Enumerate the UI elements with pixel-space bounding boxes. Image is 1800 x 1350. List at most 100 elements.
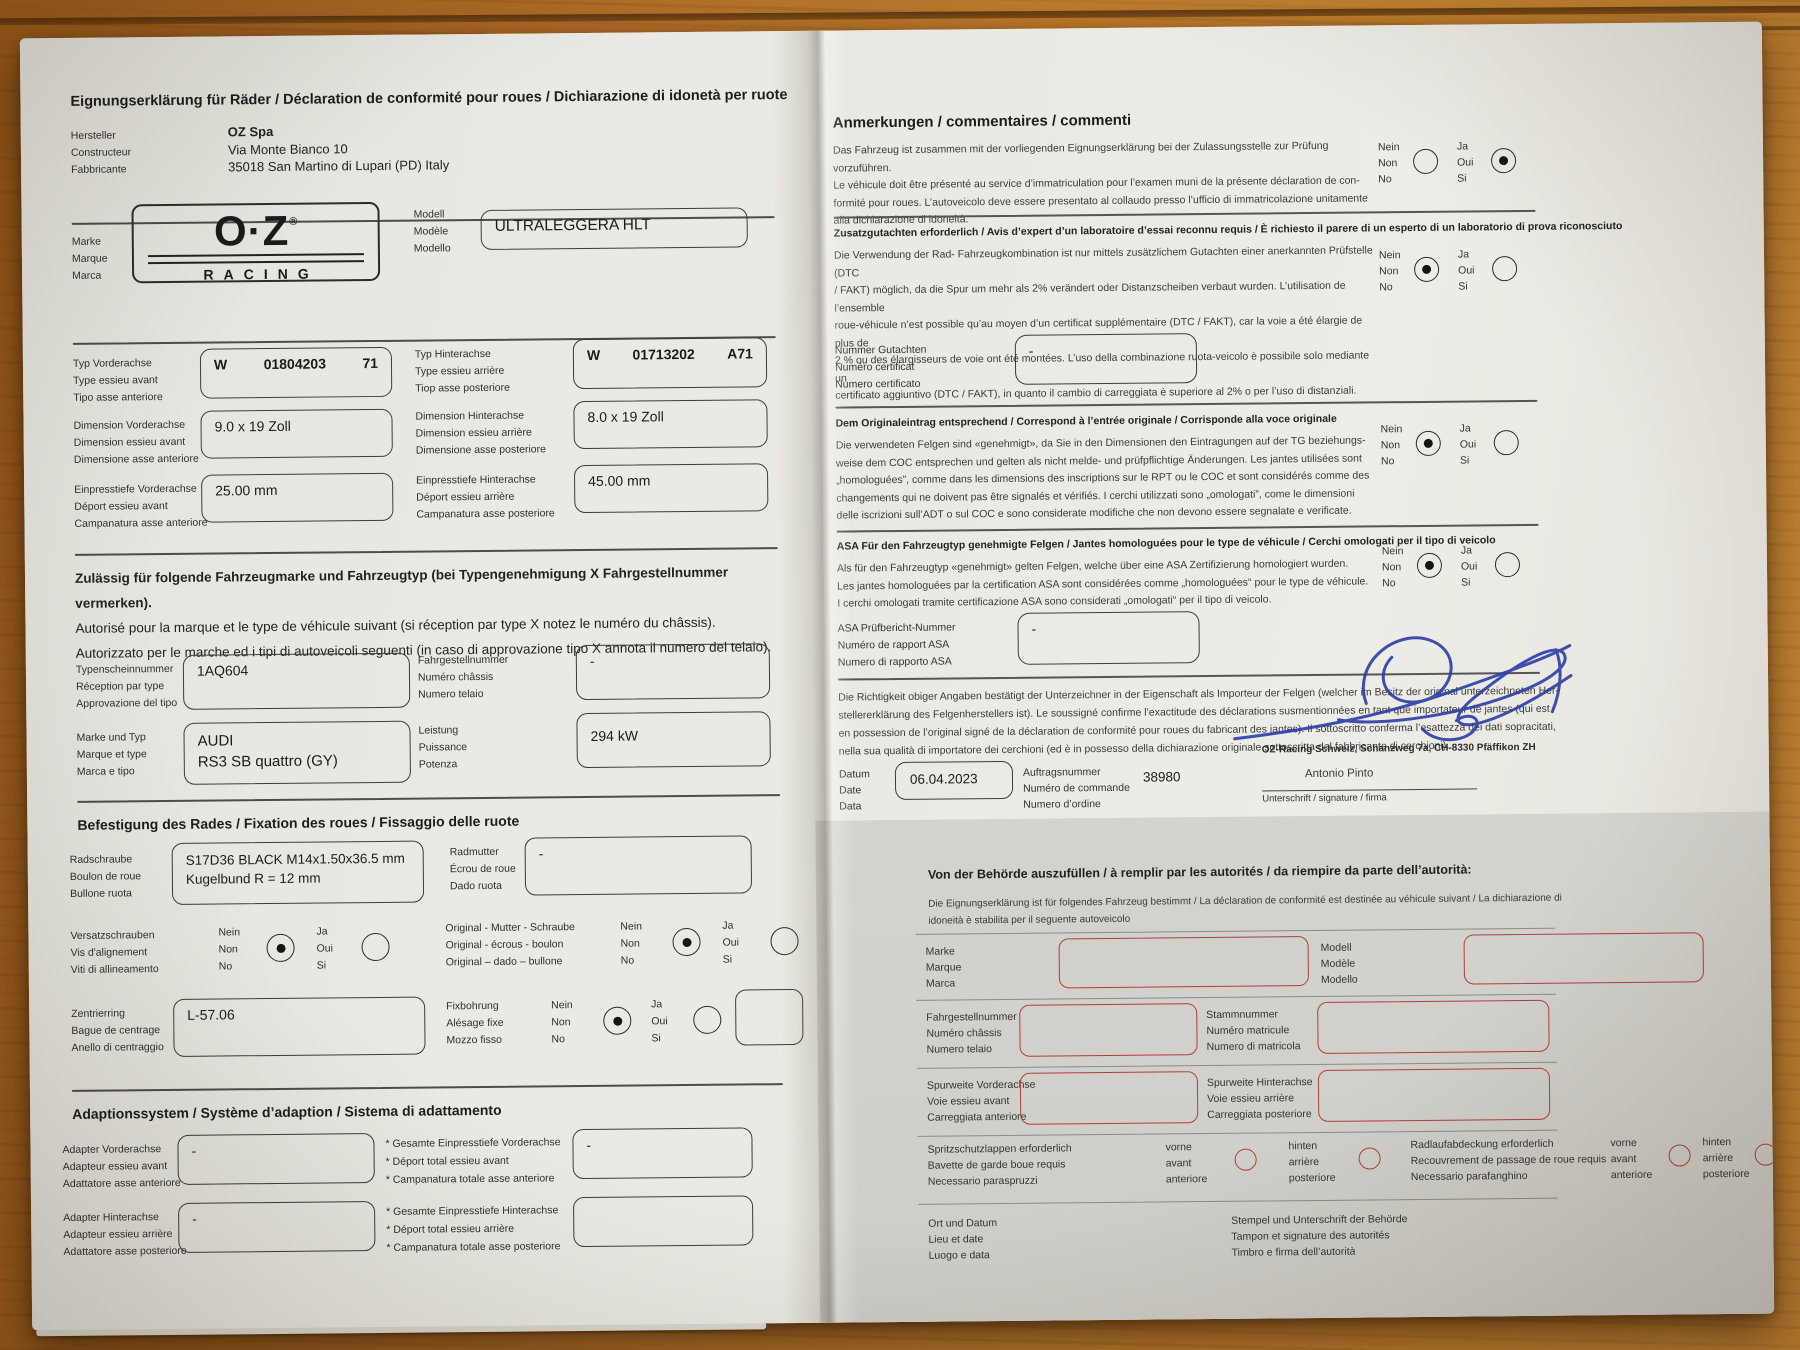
q1-no-radio [1412, 148, 1439, 175]
authority-wheelcover-rear-radio [1754, 1143, 1775, 1166]
signature-caption: Unterschrift / signature / firma [1262, 788, 1478, 805]
wheel-nut-labels: Radmutter Écrou de roue Dado ruota [449, 845, 516, 893]
q3-no-radio [1415, 430, 1441, 457]
model-value-box: ULTRALEGGERA HLT [480, 207, 748, 250]
date-box: 06.04.2023 [894, 760, 1014, 801]
typ-front-prefix: W [213, 356, 228, 373]
total-et-front-box: - [572, 1127, 753, 1180]
authority-stamm-box [1317, 999, 1550, 1054]
logo-rule [147, 253, 365, 265]
dim-rear-labels: Dimension Hinterachse Dimension essieu ar… [415, 409, 547, 457]
adapter-front-labels: Adapter Vorderachse Adapteur essieu avant… [62, 1143, 181, 1191]
page-title: Eignungserklärung für Räder / Déclaratio… [70, 87, 788, 110]
offset-screws-yes-labels: Ja Oui Si [316, 925, 333, 972]
dim-rear-box: 8.0 x 19 Zoll [573, 399, 768, 450]
original-nut-labels: Original - Mutter - Schraube Original - é… [445, 921, 576, 969]
manufacturer-labels: Hersteller Constructeur Fabbricante [70, 129, 132, 176]
logo-registered-icon: ® [289, 215, 298, 228]
q4-paragraph: Als für den Fahrzeugtyp «genehmigt» gelt… [836, 557, 1369, 610]
order-number-value: 38980 [1142, 769, 1181, 785]
wheel-nut-box: - [524, 835, 753, 896]
et-front-box: 25.00 mm [201, 472, 394, 523]
authority-make-labels: Marke Marque Marca [925, 945, 962, 990]
q2-number-box: - [1014, 333, 1198, 385]
divider [74, 547, 778, 556]
typ-front-box: W 01804203 71 [199, 346, 393, 399]
date-labels: Datum Date Data [838, 768, 870, 813]
page-right: Anmerkungen / commentaires / commenti Da… [799, 21, 1775, 1323]
q4-no-radio [1416, 552, 1443, 579]
fixed-bore-labels: Fixbohrung Alésage fixe Mozzo fisso [446, 999, 504, 1047]
authority-track-front-box [1019, 1071, 1199, 1125]
fixed-bore-extra-box [735, 988, 804, 1046]
vehicle-heading-de: Zulässig für folgende Fahrzeugmarke und … [74, 564, 729, 611]
q4-yes-labels: Ja Oui Si [1460, 544, 1478, 589]
authority-stamp-labels: Stempel und Unterschrift der Behörde Tamp… [1231, 1213, 1408, 1259]
authority-mudflap-rear-labels: hinten arrière posteriore [1288, 1139, 1336, 1185]
fixed-bore-yes-radio [693, 1005, 722, 1034]
et-rear-labels: Einpresstiefe Hinterachse Déport essieu a… [416, 473, 555, 521]
authority-track-rear-labels: Spurweite Hinterachse Voie essieu arrière… [1206, 1076, 1313, 1122]
divider [836, 523, 1539, 533]
signer-name: Antonio Pinto [1304, 767, 1374, 781]
offset-screws-labels: Versatzschrauben Vis d'alignement Viti di … [70, 929, 159, 976]
power-labels: Leistung Puissance Potenza [418, 724, 468, 771]
q1-yes-labels: Ja Oui Si [1456, 140, 1474, 185]
q1-yes-radio [1490, 148, 1517, 174]
chassis-box: - [575, 643, 771, 701]
oz-racing-logo: O·Z® RACING [131, 201, 381, 284]
authority-wheelcover-front-labels: vorne avant anteriore [1610, 1136, 1653, 1182]
q2-no-radio [1414, 256, 1440, 283]
fixed-bore-yes-labels: Ja Oui Si [651, 998, 668, 1045]
authority-wheelcover-labels: Radlaufabdeckung erforderlich Recouvremen… [1410, 1137, 1607, 1184]
typ-front-labels: Typ Vorderachse Type essieu avant Tipo ass… [72, 357, 163, 404]
manufacturer-address: Via Monte Bianco 10 35018 San Martino di … [227, 140, 450, 175]
q3-yes-labels: Ja Oui Si [1459, 422, 1477, 467]
typ-rear-number: 01713202 [632, 345, 695, 363]
q3-paragraph: Die verwendeten Felgen sind «genehmigt»,… [835, 434, 1370, 522]
typ-rear-labels: Typ Hinterachse Type essieu arrière Tiop a… [414, 347, 511, 395]
q3-yes-radio [1493, 430, 1519, 456]
authority-stamm-labels: Stammnummer Numéro matricule Numero di mat… [1206, 1008, 1301, 1054]
adaption-heading: Adaptionssystem / Système d’adaption / S… [72, 1101, 502, 1122]
authority-wheelcover-rear-labels: hinten arrière posteriore [1702, 1136, 1750, 1181]
q4-yes-radio [1494, 552, 1521, 578]
typ-front-number: 01804203 [263, 355, 327, 373]
original-nut-no-radio [672, 927, 701, 957]
q4-no-labels: Nein Non No [1381, 545, 1404, 590]
q3-heading: Dem Originaleintrag entsprechend / Corre… [835, 412, 1337, 430]
offset-screws-no-labels: Nein Non No [218, 926, 241, 973]
authority-chassis-labels: Fahrgestellnummer Numéro châssis Numero te… [926, 1010, 1017, 1056]
chassis-labels: Fahrgestellnummer Numéro châssis Numero te… [417, 653, 509, 701]
q3-no-labels: Nein Non No [1380, 423, 1403, 468]
fixed-bore-no-radio [603, 1006, 632, 1035]
asa-number-labels: ASA Prüfbericht-Nummer Numéro de rapport … [837, 621, 956, 669]
authority-chassis-box [1019, 1003, 1198, 1057]
wheel-bolt-labels: Radschraube Boulon de roue Bullone ruota [69, 853, 142, 900]
fixed-bore-no-labels: Nein Non No [551, 999, 573, 1046]
notes-heading: Anmerkungen / commentaires / commenti [832, 111, 1132, 132]
q2-yes-labels: Ja Oui Si [1457, 248, 1475, 293]
authority-make-box [1058, 936, 1309, 989]
total-et-rear-box [572, 1195, 754, 1248]
offset-screws-yes-radio [361, 932, 390, 962]
original-nut-yes-labels: Ja Oui Si [722, 919, 739, 966]
make-type-labels: Marke und Typ Marque et type Marca e tipo [76, 731, 147, 778]
original-nut-no-labels: Nein Non No [620, 920, 643, 967]
authority-wheelcover-front-radio [1668, 1144, 1691, 1167]
center-ring-labels: Zentrierring Bague de centrage Anello di c… [71, 1007, 164, 1054]
typ-rear-suffix: A71 [727, 345, 753, 362]
et-front-labels: Einpresstiefe Vorderachse Déport essieu a… [74, 482, 208, 530]
et-rear-box: 45.00 mm [573, 463, 769, 514]
manufacturer-value: OZ Spa Via Monte Bianco 10 35018 San Mart… [228, 121, 450, 176]
order-number-labels: Auftragsnummer Numéro de commande Numero d… [1022, 766, 1130, 811]
authority-model-labels: Modell Modèle Modello [1320, 941, 1358, 986]
power-box: 294 kW [576, 711, 771, 769]
wood-plank-groove [0, 5, 1800, 26]
brand-labels: Marke Marque Marca [71, 235, 108, 282]
typenschein-labels: Typenscheinnummer Réception par type Appro… [75, 662, 178, 710]
authority-mudflap-front-labels: vorne avant anteriore [1165, 1141, 1208, 1186]
page-left: Eignungserklärung für Räder / Déclaratio… [19, 30, 813, 1331]
divider [77, 794, 781, 803]
divider [71, 1083, 783, 1092]
